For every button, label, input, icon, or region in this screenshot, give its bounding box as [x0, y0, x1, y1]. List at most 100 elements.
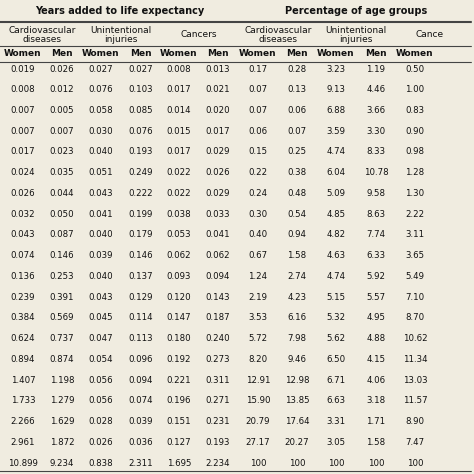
Text: 1.629: 1.629 [50, 417, 74, 426]
Text: 3.11: 3.11 [405, 230, 425, 239]
Text: 0.014: 0.014 [167, 106, 191, 115]
Text: Years added to life expectancy: Years added to life expectancy [35, 6, 204, 16]
Text: 8.70: 8.70 [405, 313, 425, 322]
Text: 0.085: 0.085 [128, 106, 153, 115]
Text: 0.040: 0.040 [89, 230, 113, 239]
Text: 0.146: 0.146 [50, 251, 74, 260]
Text: 6.63: 6.63 [327, 396, 346, 405]
Text: 4.06: 4.06 [366, 375, 385, 384]
Text: 3.65: 3.65 [405, 251, 425, 260]
Text: 0.029: 0.029 [206, 189, 230, 198]
Text: 0.043: 0.043 [11, 230, 35, 239]
Text: injuries: injuries [339, 35, 373, 44]
Text: 0.044: 0.044 [50, 189, 74, 198]
Text: Cancers: Cancers [181, 30, 217, 39]
Text: 1.695: 1.695 [167, 458, 191, 467]
Text: 3.30: 3.30 [366, 127, 385, 136]
Text: 0.192: 0.192 [167, 355, 191, 364]
Text: 0.874: 0.874 [50, 355, 74, 364]
Text: 0.062: 0.062 [206, 251, 230, 260]
Text: 0.17: 0.17 [248, 64, 267, 73]
Text: 4.82: 4.82 [327, 230, 346, 239]
Text: 0.041: 0.041 [89, 210, 113, 219]
Text: 0.624: 0.624 [11, 334, 35, 343]
Text: 0.045: 0.045 [89, 313, 113, 322]
Text: 0.179: 0.179 [129, 230, 153, 239]
Text: 0.013: 0.013 [206, 64, 230, 73]
Text: 0.012: 0.012 [50, 85, 74, 94]
Text: 2.961: 2.961 [11, 438, 35, 447]
Text: 5.32: 5.32 [327, 313, 346, 322]
Text: 0.50: 0.50 [405, 64, 425, 73]
Text: 0.737: 0.737 [50, 334, 74, 343]
Text: 0.017: 0.017 [167, 85, 191, 94]
Text: 0.039: 0.039 [89, 251, 113, 260]
Text: 0.391: 0.391 [50, 292, 74, 301]
Text: 100: 100 [289, 458, 305, 467]
Text: 0.07: 0.07 [248, 106, 267, 115]
Text: Women: Women [82, 48, 120, 57]
Text: 0.038: 0.038 [167, 210, 191, 219]
Text: 100: 100 [328, 458, 344, 467]
Text: 0.022: 0.022 [167, 189, 191, 198]
Text: 0.043: 0.043 [89, 292, 113, 301]
Text: 4.23: 4.23 [287, 292, 307, 301]
Text: 1.407: 1.407 [11, 375, 35, 384]
Text: 1.733: 1.733 [11, 396, 35, 405]
Text: 0.027: 0.027 [89, 64, 113, 73]
Text: 0.231: 0.231 [206, 417, 230, 426]
Text: 6.50: 6.50 [327, 355, 346, 364]
Text: 4.74: 4.74 [327, 272, 346, 281]
Text: 11.34: 11.34 [403, 355, 428, 364]
Text: 10.899: 10.899 [8, 458, 38, 467]
Text: 3.23: 3.23 [327, 64, 346, 73]
Text: 3.18: 3.18 [366, 396, 385, 405]
Text: 0.103: 0.103 [128, 85, 153, 94]
Text: 0.021: 0.021 [206, 85, 230, 94]
Text: 0.074: 0.074 [11, 251, 35, 260]
Text: 0.193: 0.193 [206, 438, 230, 447]
Text: 3.53: 3.53 [248, 313, 267, 322]
Text: 0.026: 0.026 [89, 438, 113, 447]
Text: 0.67: 0.67 [248, 251, 267, 260]
Text: 0.311: 0.311 [206, 375, 230, 384]
Text: 4.46: 4.46 [366, 85, 385, 94]
Text: 0.180: 0.180 [167, 334, 191, 343]
Text: 0.008: 0.008 [167, 64, 191, 73]
Text: 5.49: 5.49 [405, 272, 425, 281]
Text: 7.10: 7.10 [405, 292, 425, 301]
Text: 2.311: 2.311 [128, 458, 153, 467]
Text: 0.06: 0.06 [287, 106, 307, 115]
Text: 0.25: 0.25 [287, 147, 307, 156]
Text: 2.234: 2.234 [206, 458, 230, 467]
Text: 1.279: 1.279 [50, 396, 74, 405]
Text: 0.240: 0.240 [206, 334, 230, 343]
Text: 0.094: 0.094 [129, 375, 153, 384]
Text: 0.83: 0.83 [405, 106, 425, 115]
Text: 0.026: 0.026 [50, 64, 74, 73]
Text: 0.30: 0.30 [248, 210, 267, 219]
Text: Men: Men [130, 48, 152, 57]
Text: 13.03: 13.03 [403, 375, 428, 384]
Text: 0.022: 0.022 [167, 168, 191, 177]
Text: 8.63: 8.63 [366, 210, 385, 219]
Text: 0.129: 0.129 [129, 292, 153, 301]
Text: 0.113: 0.113 [128, 334, 153, 343]
Text: 0.273: 0.273 [206, 355, 230, 364]
Text: 0.030: 0.030 [89, 127, 113, 136]
Text: 0.48: 0.48 [287, 189, 307, 198]
Text: 0.120: 0.120 [167, 292, 191, 301]
Text: 0.007: 0.007 [50, 127, 74, 136]
Text: 0.253: 0.253 [50, 272, 74, 281]
Text: 0.90: 0.90 [405, 127, 425, 136]
Text: 0.005: 0.005 [50, 106, 74, 115]
Text: Cardiovascular: Cardiovascular [9, 26, 76, 35]
Text: 0.023: 0.023 [50, 147, 74, 156]
Text: 0.54: 0.54 [287, 210, 307, 219]
Text: 0.24: 0.24 [248, 189, 267, 198]
Text: injuries: injuries [104, 35, 137, 44]
Text: 7.74: 7.74 [366, 230, 385, 239]
Text: diseases: diseases [22, 35, 62, 44]
Text: 10.62: 10.62 [403, 334, 428, 343]
Text: 6.33: 6.33 [366, 251, 385, 260]
